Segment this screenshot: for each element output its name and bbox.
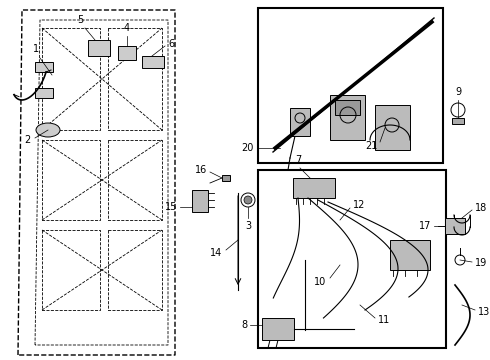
Circle shape <box>244 196 252 204</box>
Text: 7: 7 <box>295 155 301 165</box>
Bar <box>142 56 164 68</box>
Bar <box>258 170 446 348</box>
Text: 4: 4 <box>124 23 130 33</box>
Text: 9: 9 <box>455 87 461 97</box>
Text: 3: 3 <box>245 221 251 231</box>
Bar <box>390 240 430 270</box>
Bar <box>118 46 136 60</box>
Ellipse shape <box>36 123 60 137</box>
Text: 16: 16 <box>195 165 207 175</box>
Bar <box>192 190 208 212</box>
Bar <box>88 40 110 56</box>
Bar <box>262 318 294 340</box>
Bar <box>222 175 230 181</box>
Text: 5: 5 <box>77 15 83 25</box>
Text: 6: 6 <box>168 39 174 49</box>
Text: 8: 8 <box>241 320 247 330</box>
Text: 2: 2 <box>24 135 30 145</box>
Bar <box>258 8 443 163</box>
Bar <box>330 95 365 140</box>
Bar <box>293 178 335 198</box>
Text: 17: 17 <box>418 221 431 231</box>
Text: 10: 10 <box>314 277 326 287</box>
Text: 19: 19 <box>475 258 487 268</box>
Bar <box>290 108 310 136</box>
Text: 13: 13 <box>478 307 490 317</box>
Text: 21: 21 <box>366 141 378 151</box>
Text: 1: 1 <box>33 44 39 54</box>
Bar <box>445 218 465 234</box>
Bar <box>35 62 53 72</box>
Text: 11: 11 <box>378 315 390 325</box>
Bar <box>375 105 410 150</box>
Text: 12: 12 <box>353 200 366 210</box>
Text: 15: 15 <box>165 202 177 212</box>
Text: 18: 18 <box>475 203 487 213</box>
Bar <box>335 100 360 115</box>
Bar <box>452 118 464 124</box>
Text: 14: 14 <box>210 248 222 258</box>
Text: 20: 20 <box>242 143 254 153</box>
Bar <box>35 88 53 98</box>
